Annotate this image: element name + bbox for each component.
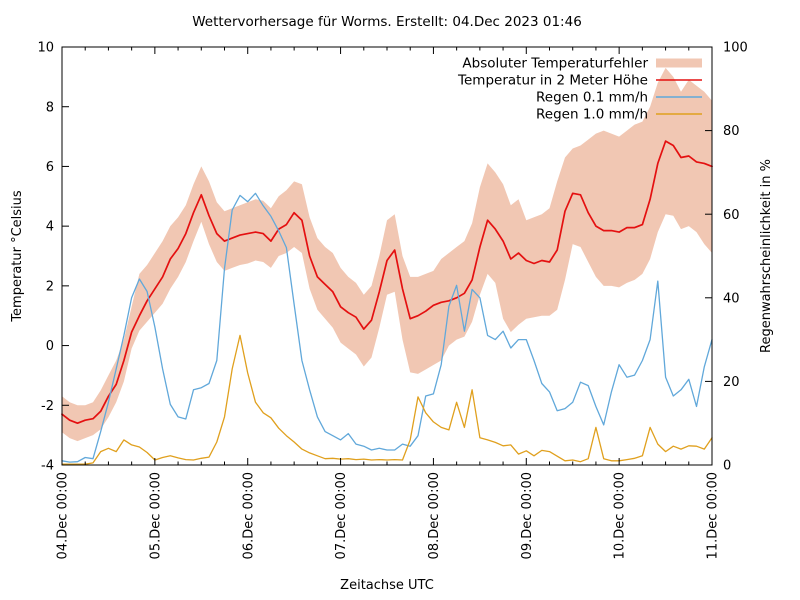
y-left-tick-label: -2 xyxy=(41,399,54,414)
x-tick-label: 06.Dec 00:00 xyxy=(241,472,256,559)
x-tick-label: 04.Dec 00:00 xyxy=(56,472,71,559)
legend-item: Regen 1.0 mm/h xyxy=(536,107,702,123)
chart-title: Wettervorhersage für Worms. Erstellt: 04… xyxy=(192,14,582,30)
y-right-tick-label: 80 xyxy=(723,124,740,139)
y-left-tick-label: 0 xyxy=(46,339,54,354)
y-right-tick-label: 100 xyxy=(723,41,748,56)
rain-01-line xyxy=(61,192,713,463)
legend-label: Regen 1.0 mm/h xyxy=(536,107,648,123)
x-tick-label: 09.Dec 00:00 xyxy=(520,472,535,559)
legend-item: Absoluter Temperaturfehler xyxy=(462,56,702,72)
y-right-tick-label: 60 xyxy=(723,208,740,223)
legend-item: Regen 0.1 mm/h xyxy=(536,90,702,106)
series-layer xyxy=(61,67,713,465)
y-left-tick-label: 6 xyxy=(46,160,54,175)
y-left-tick-label: 8 xyxy=(46,100,54,115)
rain-10-line xyxy=(61,334,713,465)
y-right-tick-label: 20 xyxy=(723,375,740,390)
axis-ticks: 04.Dec 00:00 05.Dec 00:00 06.Dec 00:00 07.D… xyxy=(37,41,747,560)
temperature-line xyxy=(61,140,713,425)
y-left-tick-label: 4 xyxy=(46,220,54,235)
x-tick-label: 05.Dec 00:00 xyxy=(148,472,163,559)
legend-label: Regen 0.1 mm/h xyxy=(536,90,648,106)
error-band xyxy=(62,67,712,442)
y-left-tick-label: -4 xyxy=(41,459,54,474)
y-right-tick-label: 40 xyxy=(723,291,740,306)
legend-item: Temperatur in 2 Meter Höhe xyxy=(457,73,702,89)
x-axis-label: Zeitachse UTC xyxy=(340,578,434,593)
x-tick-label: 11.Dec 00:00 xyxy=(706,472,721,559)
y-right-tick-label: 0 xyxy=(723,459,731,474)
x-tick-label: 08.Dec 00:00 xyxy=(427,472,442,559)
y-axis-left-label: Temperatur °Celsius xyxy=(10,190,25,323)
legend-band-swatch xyxy=(656,58,702,68)
legend-label: Temperatur in 2 Meter Höhe xyxy=(457,73,648,89)
x-tick-label: 10.Dec 00:00 xyxy=(613,472,628,559)
x-tick-label: 07.Dec 00:00 xyxy=(334,472,349,559)
legend-label: Absoluter Temperaturfehler xyxy=(462,56,648,72)
y-left-tick-label: 2 xyxy=(46,279,54,294)
y-axis-right-label: Regenwahrscheinlichkeit in % xyxy=(759,159,774,353)
y-left-tick-label: 10 xyxy=(37,41,54,56)
